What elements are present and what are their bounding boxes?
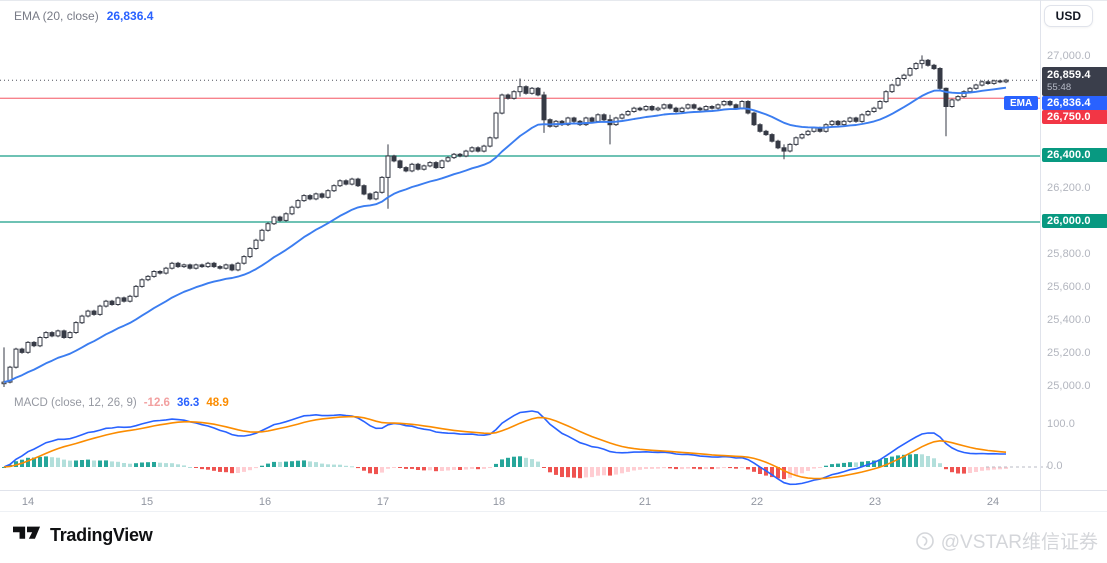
- currency-button[interactable]: USD: [1043, 5, 1093, 27]
- ema-legend-label: EMA (20, close): [14, 9, 99, 23]
- price-tick: 25,800.0: [1047, 248, 1091, 260]
- time-axis-label: 24: [986, 496, 1000, 508]
- macd-line-value: 36.3: [176, 397, 200, 409]
- ema-price-badge: 26,836.4: [1042, 96, 1107, 111]
- level-price-badge: 26,750.0: [1042, 110, 1107, 125]
- macd-legend-label: MACD (close, 12, 26, 9): [14, 397, 137, 409]
- ema-line[interactable]: [3, 86, 1007, 384]
- time-axis-label: 22: [750, 496, 764, 508]
- macd-histogram-value: -12.6: [143, 397, 170, 409]
- price-tick: 25,000.0: [1047, 380, 1091, 392]
- macd-line[interactable]: [3, 410, 1006, 486]
- watermark-text: @VSTAR维信证券: [940, 532, 1098, 553]
- tradingview-logo-icon: [13, 526, 41, 539]
- tradingview-logo[interactable]: TradingView: [13, 525, 153, 546]
- macd-axis-tick: 0.0: [1047, 460, 1063, 472]
- time-axis-label: 17: [376, 496, 390, 508]
- time-axis-label: 14: [21, 496, 35, 508]
- price-tick: 25,400.0: [1047, 314, 1091, 326]
- macd-signal-line[interactable]: [3, 415, 1007, 480]
- vstar-logo-icon: [915, 531, 934, 550]
- time-axis[interactable]: 14 15 16 17 18 21 22 23 24: [0, 490, 1040, 512]
- bar-countdown: 55:48: [1047, 82, 1072, 94]
- level-price-badge: 26,000.0: [1042, 214, 1107, 228]
- ema-legend-value: 26,836.4: [106, 9, 154, 23]
- top-divider: [0, 0, 1107, 1]
- last-price-badge: 26,859.4 55:48: [1042, 67, 1107, 96]
- time-axis-label: 21: [638, 496, 652, 508]
- broker-watermark: @VSTAR维信证券: [915, 527, 1098, 554]
- macd-signal-value: 48.9: [206, 397, 229, 409]
- candlestick-series: [1, 55, 1009, 387]
- macd-legend[interactable]: MACD (close, 12, 26, 9) -12.6 36.3 48.9: [14, 397, 229, 409]
- time-axis-label: 18: [492, 496, 506, 508]
- price-tick: 26,200.0: [1047, 182, 1091, 194]
- tradingview-logo-text: TradingView: [50, 525, 153, 545]
- price-tick: 25,600.0: [1047, 281, 1091, 293]
- price-tick: 25,200.0: [1047, 347, 1091, 359]
- ema-tag: EMA: [1004, 96, 1039, 111]
- chart-canvas[interactable]: [0, 0, 1107, 512]
- level-price-badge: 26,400.0: [1042, 148, 1107, 162]
- time-axis-label: 16: [258, 496, 272, 508]
- price-axis[interactable]: 27,000.0 26,200.0 25,800.0 25,600.0 25,400.0…: [1040, 0, 1107, 512]
- macd-histogram: [2, 454, 1008, 480]
- price-tick: 27,000.0: [1047, 50, 1091, 62]
- ema-legend[interactable]: EMA (20, close) 26,836.4: [14, 9, 153, 23]
- time-axis-label: 15: [140, 496, 154, 508]
- time-axis-label: 23: [868, 496, 882, 508]
- last-price-value: 26,859.4: [1047, 69, 1091, 82]
- macd-axis-tick: 100.0: [1047, 418, 1076, 430]
